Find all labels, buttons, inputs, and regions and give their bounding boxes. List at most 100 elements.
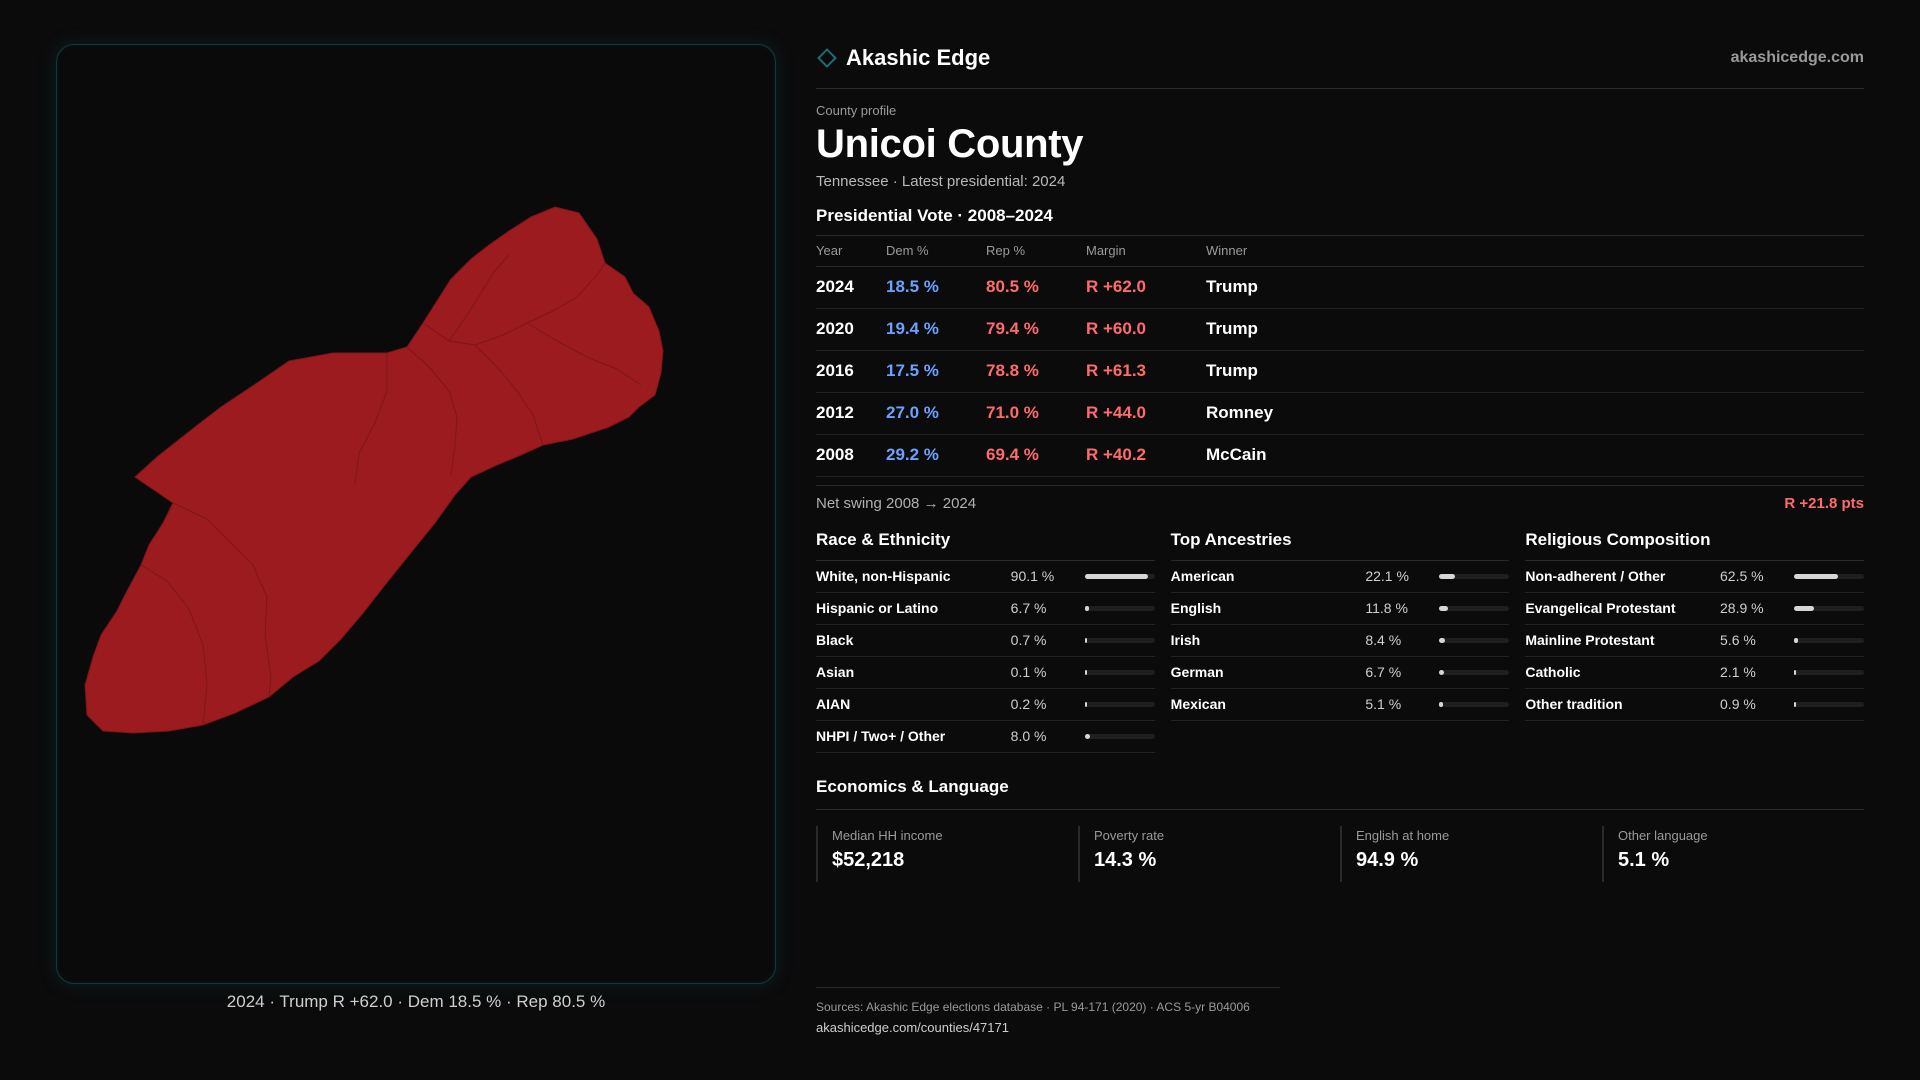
brand[interactable]: Akashic Edge [816,45,990,71]
sources-text: Sources: Akashic Edge elections database… [816,1000,1250,1014]
cell-margin: R +60.0 [1086,308,1206,351]
page-title: Unicoi County [816,122,1084,166]
cell-winner: Trump [1206,266,1864,309]
bar-value: 0.7 % [1010,632,1047,648]
stat-value: 14.3 % [1094,848,1157,871]
bar-fill [1439,669,1445,675]
stat-poverty-rate: Poverty rate 14.3 % [1078,825,1324,882]
cell-rep: 79.4 % [986,308,1086,351]
bar-value: 6.7 % [1365,664,1402,680]
bar-track [1439,605,1510,611]
bar-fill [1439,605,1448,611]
bar-track [1084,605,1155,611]
stat-label: Poverty rate [1094,827,1165,843]
cell-rep: 71.0 % [986,392,1086,435]
profile-kicker: County profile [816,103,897,118]
bar-fill [1084,669,1087,675]
cell-dem: 19.4 % [886,308,986,351]
table-header-row: Year Dem % Rep % Margin Winner [816,236,1864,267]
table-row: 2016 17.5 % 78.8 % R +61.3 Trump [816,350,1864,393]
cell-margin: R +40.2 [1086,434,1206,477]
bar-value: 6.7 % [1010,600,1047,616]
bar-fill [1794,637,1798,643]
bar-row: English 11.8 % [1170,593,1510,625]
cell-margin: R +61.3 [1086,350,1206,393]
bar-row: American 22.1 % [1170,561,1510,593]
bar-label: AIAN [816,696,851,712]
bar-label: Mexican [1170,696,1226,712]
bar-label: German [1170,664,1224,680]
bar-fill [1794,669,1797,675]
bar-row: German 6.7 % [1170,657,1510,689]
cell-year: 2024 [816,266,886,309]
bar-track [1439,573,1510,579]
bar-label: Evangelical Protestant [1525,600,1676,616]
table-row: 2012 27.0 % 71.0 % R +44.0 Romney [816,392,1864,435]
cell-year: 2008 [816,434,886,477]
demographics: Race & Ethnicity White, non-Hispanic 90.1… [816,525,1865,753]
cell-rep: 69.4 % [986,434,1086,477]
bar-label: Black [816,632,854,648]
divider [816,88,1864,89]
bar-label: Irish [1170,632,1201,648]
map-caption: 2024 · Trump R +62.0 · Dem 18.5 % · Rep … [226,992,606,1011]
stat-value: $52,218 [832,848,905,871]
net-swing-label: Net swing 2008 → 2024 [816,494,977,512]
cell-rep: 78.8 % [986,350,1086,393]
bar-fill [1084,701,1087,707]
bar-value: 90.1 % [1010,568,1055,584]
header-year: Year [816,236,886,267]
bar-fill [1084,637,1087,643]
bar-track [1084,701,1155,707]
cell-winner: McCain [1206,434,1864,477]
bar-row: Non-adherent / Other 62.5 % [1525,561,1865,593]
bar-value: 11.8 % [1365,600,1408,616]
precinct-lines [140,254,642,726]
bar-label: Non-adherent / Other [1525,568,1666,584]
stat-english-at-home: English at home 94.9 % [1340,825,1586,882]
bar-value: 5.6 % [1720,632,1756,648]
bar-track [1439,701,1510,707]
bar-label: English [1170,600,1222,616]
bar-label: American [1170,568,1235,584]
bar-value: 0.9 % [1720,696,1756,712]
ancestries-title: Top Ancestries [1170,525,1510,561]
county-shape[interactable] [84,206,664,734]
presidential-vote-table: Year Dem % Rep % Margin Winner 2024 18.5… [816,236,1864,477]
bar-label: White, non-Hispanic [816,568,951,584]
stat-label: English at home [1356,827,1450,843]
cell-rep: 80.5 % [986,266,1086,309]
bar-track [1439,637,1510,643]
race-ethnicity-title: Race & Ethnicity [816,525,1155,561]
cell-year: 2012 [816,392,886,435]
bar-value: 2.1 % [1720,664,1756,680]
bar-track [1084,637,1155,643]
bar-fill [1084,605,1090,611]
bar-row: Evangelical Protestant 28.9 % [1525,593,1865,625]
stat-value: 94.9 % [1356,848,1419,871]
bar-track [1439,669,1510,675]
bar-value: 8.0 % [1010,728,1047,744]
cell-winner: Trump [1206,308,1864,351]
cell-margin: R +62.0 [1086,266,1206,309]
cell-dem: 27.0 % [886,392,986,435]
bar-fill [1794,701,1797,707]
sources-url-link[interactable]: akashicedge.com/counties/47171 [816,1020,1009,1035]
bar-label: Asian [816,664,855,680]
county-map-panel [56,44,776,984]
cell-dem: 18.5 % [886,266,986,309]
bar-row: Mainline Protestant 5.6 % [1525,625,1865,657]
religion-title: Religious Composition [1525,525,1865,561]
bar-row: AIAN 0.2 % [816,689,1155,721]
header-rep: Rep % [986,236,1086,267]
header-winner: Winner [1206,236,1864,267]
bar-label: Other tradition [1525,696,1623,712]
ancestries-section: Top Ancestries American 22.1 % English 11.8… [1170,525,1510,753]
brand-url-link[interactable]: akashicedge.com [1730,49,1864,66]
brand-header: Akashic Edge akashicedge.com [816,44,1864,72]
religion-section: Religious Composition Non-adherent / Oth… [1525,525,1865,753]
bar-label: Mainline Protestant [1525,632,1655,648]
bar-value: 22.1 % [1365,568,1409,584]
bar-row: Irish 8.4 % [1170,625,1510,657]
net-swing-value: R +21.8 pts [1784,494,1864,512]
